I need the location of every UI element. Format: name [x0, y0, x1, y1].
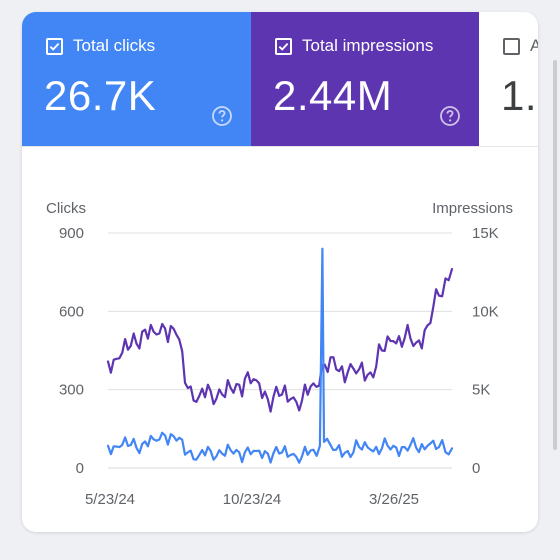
total-impressions-value: 2.44M [273, 72, 393, 119]
total-impressions-tile[interactable]: Total impressions 2.44M [251, 12, 479, 146]
help-circle-icon[interactable] [211, 105, 233, 127]
help-circle-icon[interactable] [439, 105, 461, 127]
tile-header: Total impressions [275, 36, 433, 56]
total-impressions-label: Total impressions [302, 36, 434, 55]
right-tick-label: 10K [472, 303, 499, 320]
performance-chart: Clicks Impressions 900 600 300 0 15K 10K 5K 0 … [22, 147, 538, 532]
total-clicks-value: 26.7K [44, 72, 157, 119]
x-axis-ticks: 5/23/24 10/23/24 3/26/25 [85, 491, 419, 508]
x-tick-label: 3/26/25 [369, 491, 419, 508]
tile-header: A [503, 36, 538, 56]
third-metric-label: A [530, 36, 538, 56]
performance-card: Total clicks 26.7K Total impressions 2.4… [22, 12, 538, 532]
right-axis-title: Impressions [432, 200, 513, 217]
total-clicks-tile[interactable]: Total clicks 26.7K [22, 12, 251, 146]
checkbox-checked-icon[interactable] [275, 37, 292, 55]
right-tick-label: 15K [472, 225, 499, 242]
x-tick-label: 10/23/24 [223, 491, 281, 508]
clicks-line [106, 247, 454, 464]
left-tick-label: 300 [59, 382, 84, 399]
right-tick-label: 0 [472, 460, 480, 477]
checkbox-checked-icon[interactable] [46, 37, 63, 55]
checkbox-unchecked-icon[interactable] [503, 37, 520, 55]
left-tick-label: 900 [59, 225, 84, 242]
right-axis-ticks: 15K 10K 5K 0 [472, 225, 499, 477]
third-metric-tile[interactable]: A 1. [479, 12, 538, 146]
total-clicks-label: Total clicks [73, 36, 156, 55]
impressions-line [106, 267, 454, 413]
chart-grid [108, 232, 452, 469]
metric-tiles: Total clicks 26.7K Total impressions 2.4… [22, 12, 538, 147]
tile-header: Total clicks [46, 36, 155, 56]
left-tick-label: 600 [59, 303, 84, 320]
right-tick-label: 5K [472, 382, 490, 399]
left-axis-ticks: 900 600 300 0 [59, 225, 84, 477]
left-tick-label: 0 [76, 460, 84, 477]
left-axis-title: Clicks [46, 200, 86, 217]
page-scrollbar[interactable] [553, 60, 557, 450]
third-metric-value: 1. [501, 72, 538, 119]
chart-series [106, 247, 454, 464]
x-tick-label: 5/23/24 [85, 491, 135, 508]
